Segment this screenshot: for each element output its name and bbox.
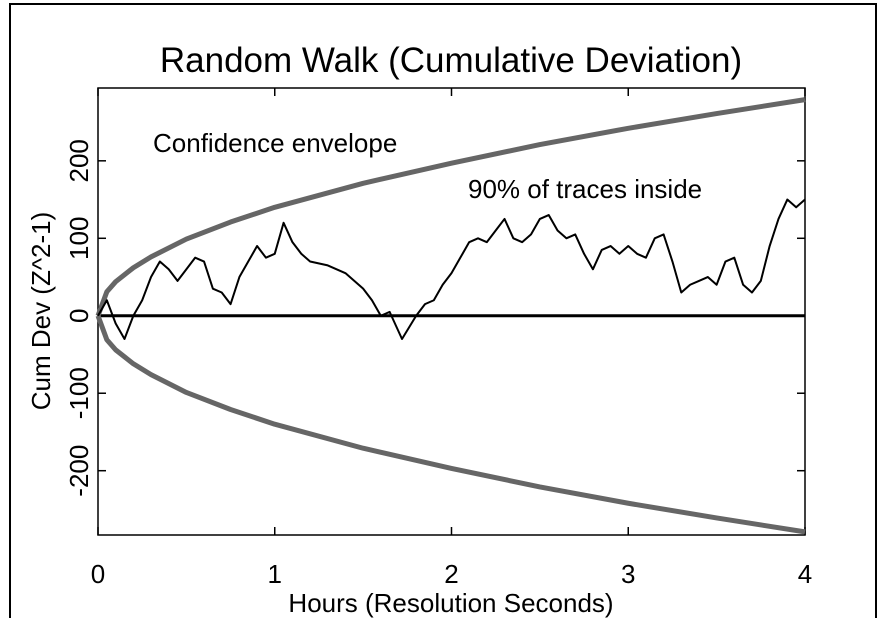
x-tick-label: 3: [621, 559, 635, 589]
envelope-line: [95, 97, 806, 317]
x-tick-label: 2: [444, 559, 458, 589]
x-axis-label: Hours (Resolution Seconds): [288, 588, 613, 618]
envelope-line: [95, 314, 806, 535]
x-tick-label: 0: [91, 559, 105, 589]
annotation: Confidence envelope: [153, 128, 397, 158]
annotation: 90% of traces inside: [468, 174, 702, 204]
y-tick-label: -100: [64, 367, 94, 419]
x-tick-label: 4: [798, 559, 812, 589]
x-tick-label: 1: [268, 559, 282, 589]
y-tick-label: -200: [64, 445, 94, 497]
y-tick-label: 200: [64, 139, 94, 182]
y-axis-label: Cum Dev (Z^2-1): [26, 212, 56, 411]
chart-title: Random Walk (Cumulative Deviation): [160, 41, 742, 80]
trace-line: [97, 198, 806, 340]
frame: [9, 3, 877, 618]
y-tick-label: 0: [64, 309, 94, 323]
y-tick-label: 100: [64, 217, 94, 260]
